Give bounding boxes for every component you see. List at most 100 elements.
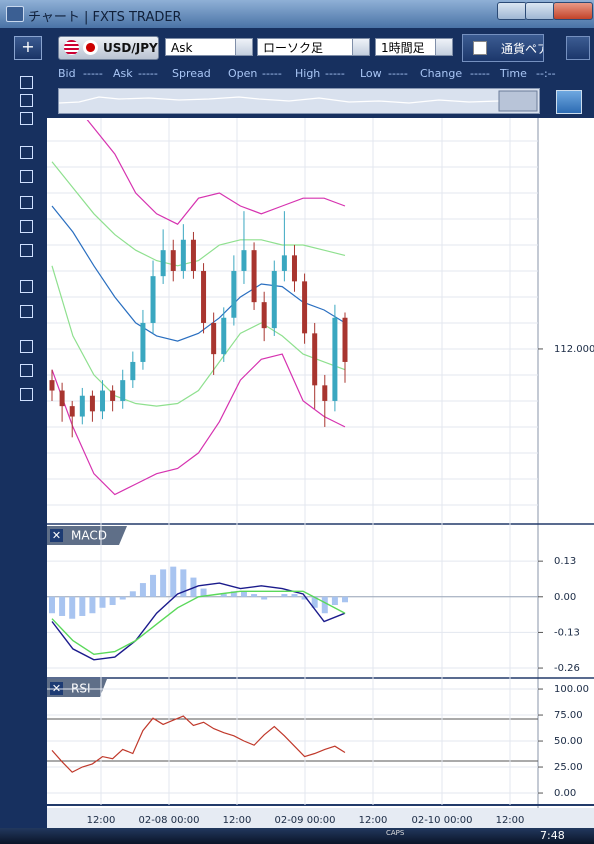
tool-button[interactable] bbox=[20, 244, 33, 257]
window-title: チャート | FXTS TRADER bbox=[28, 10, 182, 25]
quote-label: Bid bbox=[58, 67, 76, 80]
chart-type-select[interactable]: ローソク足 bbox=[257, 38, 370, 56]
tool-button[interactable] bbox=[20, 76, 33, 89]
y-tick-label: -0.26 bbox=[554, 663, 580, 674]
tool-button[interactable] bbox=[20, 196, 33, 209]
tool-button[interactable] bbox=[20, 220, 33, 233]
quote-value: ----- bbox=[262, 67, 282, 80]
macd-plot bbox=[47, 566, 538, 661]
candle-body bbox=[211, 322, 217, 355]
undock-button[interactable] bbox=[566, 36, 590, 60]
x-tick-label: 12:00 bbox=[87, 815, 116, 826]
maximize-button[interactable] bbox=[525, 2, 555, 20]
candle-body bbox=[120, 380, 126, 401]
close-glyph: ✕ bbox=[52, 682, 61, 695]
quote-label: Open bbox=[228, 67, 258, 80]
candle-body bbox=[140, 322, 146, 362]
histogram-bar bbox=[261, 596, 268, 600]
settings-button[interactable] bbox=[556, 90, 582, 114]
histogram-bar bbox=[150, 574, 157, 597]
histogram-bar bbox=[139, 583, 146, 597]
tool-button[interactable] bbox=[20, 364, 33, 377]
caps-indicator: CAPS bbox=[386, 829, 405, 837]
y-tick-label: 112.000 bbox=[554, 344, 594, 355]
checkbox[interactable] bbox=[473, 41, 487, 55]
quote-value: ----- bbox=[388, 67, 408, 80]
close-button[interactable] bbox=[553, 2, 593, 20]
quote-value: ----- bbox=[138, 67, 158, 80]
candle-body bbox=[49, 380, 55, 391]
tool-button[interactable] bbox=[20, 388, 33, 401]
tool-button[interactable] bbox=[20, 94, 33, 107]
histogram-bar bbox=[170, 566, 177, 597]
x-tick-label: 12:00 bbox=[359, 815, 388, 826]
navigator-line bbox=[58, 96, 500, 104]
close-icon[interactable] bbox=[50, 529, 63, 542]
histogram-bar bbox=[220, 594, 227, 597]
x-tick-label: 02-10 00:00 bbox=[411, 815, 472, 826]
candle-body bbox=[150, 276, 156, 323]
symbol-button[interactable]: USD/JPY bbox=[58, 36, 159, 60]
quote-label: Time bbox=[500, 67, 527, 80]
tool-button[interactable] bbox=[20, 146, 33, 159]
tool-button[interactable] bbox=[20, 170, 33, 183]
candle-body bbox=[332, 317, 338, 401]
candle-body bbox=[160, 250, 166, 277]
histogram-bar bbox=[331, 596, 338, 606]
macd-tab[interactable]: ✕ MACD bbox=[47, 526, 127, 545]
minimize-button[interactable] bbox=[497, 2, 527, 20]
histogram-bar bbox=[342, 596, 348, 603]
histogram-bar bbox=[49, 596, 55, 614]
navigator[interactable] bbox=[58, 88, 540, 114]
candle-body bbox=[201, 270, 207, 323]
band-line bbox=[86, 120, 346, 225]
price-plot bbox=[49, 120, 348, 496]
histogram-bar bbox=[251, 594, 258, 597]
tool-button[interactable] bbox=[20, 340, 33, 353]
timeframe-select[interactable]: 1時間足 bbox=[375, 38, 453, 56]
close-icon[interactable] bbox=[50, 682, 63, 695]
candle-body bbox=[59, 390, 65, 407]
price-side-select[interactable]: Ask bbox=[165, 38, 253, 56]
rsi-tab[interactable]: ✕ RSI bbox=[47, 679, 107, 697]
candle-body bbox=[271, 270, 277, 329]
candle-body bbox=[100, 390, 106, 412]
x-axis-strip bbox=[47, 808, 594, 828]
band-line bbox=[51, 265, 346, 407]
candle-body bbox=[342, 317, 348, 362]
histogram-bar bbox=[129, 591, 136, 597]
tool-button[interactable] bbox=[20, 112, 33, 125]
quote-value: ----- bbox=[83, 67, 103, 80]
candle-body bbox=[231, 270, 237, 318]
candle-body bbox=[69, 406, 75, 417]
tool-column-bg bbox=[0, 62, 45, 828]
quote-value: ----- bbox=[325, 67, 345, 80]
histogram-bar bbox=[99, 596, 106, 608]
band-line bbox=[51, 205, 346, 342]
y-tick-label: 75.00 bbox=[554, 710, 583, 721]
symbol: USD/JPY bbox=[103, 41, 158, 55]
y-tick-label: 25.00 bbox=[554, 762, 583, 773]
candle-body bbox=[302, 281, 308, 334]
tool-button[interactable] bbox=[20, 305, 33, 318]
tool-button[interactable] bbox=[20, 280, 33, 293]
candle-body bbox=[281, 255, 287, 271]
y-tick-label: 50.00 bbox=[554, 736, 583, 747]
candle-body bbox=[79, 395, 85, 417]
candle-body bbox=[180, 239, 186, 271]
histogram-bar bbox=[311, 596, 318, 608]
band-line bbox=[51, 353, 346, 496]
x-tick-label: 12:00 bbox=[223, 815, 252, 826]
chart: ✕ MACD ✕ RSI 112.000 0.13 0.00 -0.13 -0.26 10… bbox=[47, 118, 594, 828]
band-line bbox=[51, 161, 346, 267]
close-glyph: ✕ bbox=[52, 529, 61, 542]
histogram-bar bbox=[109, 596, 116, 606]
macd-title: MACD bbox=[71, 529, 107, 543]
candle-body bbox=[89, 395, 95, 412]
scroll-handle[interactable] bbox=[498, 90, 538, 112]
add-button[interactable]: + bbox=[14, 36, 42, 60]
rsi-line bbox=[51, 715, 346, 773]
quote-label: Change bbox=[420, 67, 463, 80]
pair-toggle[interactable]: 通貨ペア bbox=[462, 34, 544, 62]
